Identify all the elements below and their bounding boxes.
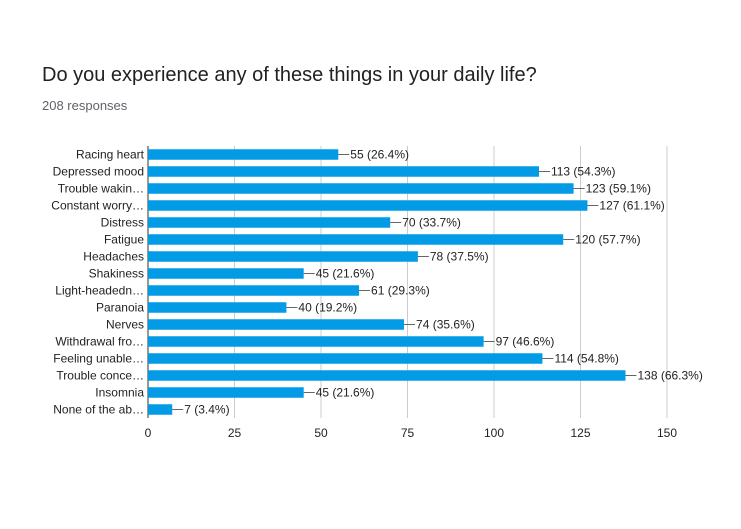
bar[interactable]	[148, 234, 564, 245]
category-labels: Racing heart Depressed mood Trouble wakin……	[51, 148, 144, 417]
data-label: 138 (66.3%)	[637, 369, 702, 383]
data-label: 74 (35.6%)	[416, 318, 475, 332]
response-count: 208 responses	[42, 98, 128, 113]
category-label: Shakiness	[89, 267, 144, 281]
data-label: 114 (54.8%)	[554, 352, 618, 366]
x-tick-label: 100	[484, 426, 504, 440]
category-label: Feeling unable…	[53, 352, 144, 366]
data-label: 120 (57.7%)	[575, 233, 640, 247]
data-label: 45 (21.6%)	[316, 386, 375, 400]
category-label: Withdrawal fro…	[55, 335, 144, 349]
category-label: Nerves	[106, 318, 144, 332]
bar[interactable]	[148, 183, 574, 194]
data-label: 70 (33.7%)	[402, 216, 461, 230]
data-label: 127 (61.1%)	[599, 199, 664, 213]
bar[interactable]	[148, 319, 405, 330]
category-label: Insomnia	[95, 386, 144, 400]
category-label: Distress	[101, 216, 144, 230]
category-label: Light-headedn…	[55, 284, 144, 298]
bar[interactable]	[148, 336, 484, 347]
bar[interactable]	[148, 149, 339, 160]
category-label: Paranoia	[96, 301, 144, 315]
bar[interactable]	[148, 285, 360, 296]
bars	[148, 149, 626, 415]
data-label: 78 (37.5%)	[430, 250, 489, 264]
x-tick-label: 75	[401, 426, 415, 440]
bar[interactable]	[148, 370, 626, 381]
x-axis-ticks: 0 25 50 75 100 125 150	[145, 426, 678, 440]
bar[interactable]	[148, 353, 543, 364]
data-label: 123 (59.1%)	[586, 182, 651, 196]
bar[interactable]	[148, 302, 287, 313]
data-label: 55 (26.4%)	[350, 148, 409, 162]
bar[interactable]	[148, 217, 391, 228]
bar[interactable]	[148, 268, 304, 279]
category-label: Racing heart	[76, 148, 145, 162]
data-label: 40 (19.2%)	[298, 301, 357, 315]
data-labels: 55 (26.4%) 113 (54.3%) 123 (59.1%) 127 (61.…	[172, 148, 703, 417]
category-label: Trouble conce…	[56, 369, 144, 383]
data-label: 7 (3.4%)	[184, 403, 229, 417]
data-label: 113 (54.3%)	[551, 165, 615, 179]
category-label: Trouble wakin…	[58, 182, 144, 196]
data-label: 45 (21.6%)	[316, 267, 375, 281]
category-label: Constant worry…	[51, 199, 144, 213]
x-tick-label: 125	[570, 426, 590, 440]
bar[interactable]	[148, 166, 539, 177]
x-tick-label: 25	[228, 426, 242, 440]
chart-title: Do you experience any of these things in…	[42, 64, 537, 86]
x-tick-label: 0	[145, 426, 152, 440]
data-label: 61 (29.3%)	[371, 284, 430, 298]
category-label: Depressed mood	[53, 165, 144, 179]
x-tick-label: 50	[314, 426, 328, 440]
bar[interactable]	[148, 200, 588, 211]
bar[interactable]	[148, 387, 304, 398]
bar[interactable]	[148, 251, 418, 262]
category-label: None of the ab…	[53, 403, 144, 417]
x-tick-label: 150	[657, 426, 677, 440]
bar[interactable]	[148, 404, 173, 415]
category-label: Fatigue	[104, 233, 144, 247]
category-label: Headaches	[83, 250, 144, 264]
data-label: 97 (46.6%)	[496, 335, 555, 349]
